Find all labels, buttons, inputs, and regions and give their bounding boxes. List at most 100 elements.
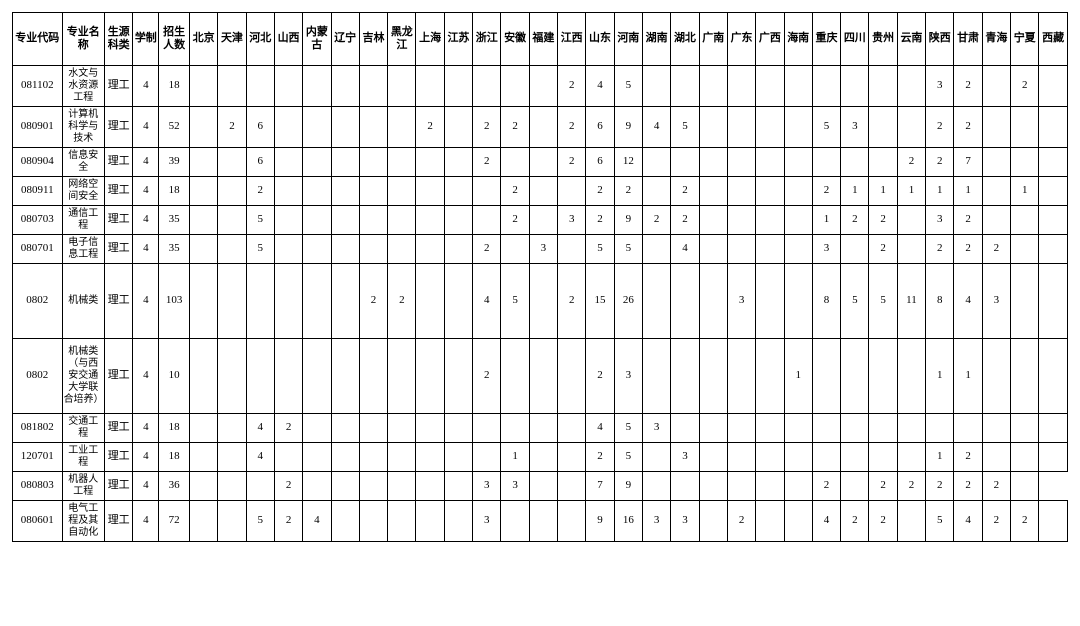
cell-province (189, 66, 217, 107)
cell-province (558, 235, 586, 264)
cell-province: 8 (812, 264, 840, 339)
cell-province (671, 472, 699, 501)
cell-category: 理工 (105, 339, 133, 414)
cell-province (331, 264, 359, 339)
cell-province (642, 472, 670, 501)
cell-province (784, 414, 812, 443)
cell-province (756, 206, 784, 235)
cell-province (246, 66, 274, 107)
cell-province (1011, 148, 1039, 177)
cell-province (444, 235, 472, 264)
cell-total: 39 (159, 148, 190, 177)
col-header: 上海 (416, 13, 444, 66)
cell-province (359, 501, 387, 542)
cell-province (416, 206, 444, 235)
col-header: 广西 (756, 13, 784, 66)
cell-province: 2 (897, 148, 925, 177)
cell-province (1011, 107, 1039, 148)
cell-province (982, 107, 1010, 148)
cell-province (671, 148, 699, 177)
cell-province (359, 206, 387, 235)
cell-province (812, 443, 840, 472)
cell-province (274, 235, 302, 264)
cell-province (189, 264, 217, 339)
cell-province (1011, 472, 1039, 501)
cell-province (756, 235, 784, 264)
cell-province (982, 177, 1010, 206)
cell-province: 5 (501, 264, 529, 339)
cell-province (841, 414, 869, 443)
cell-province (642, 339, 670, 414)
cell-name: 机器人工程 (62, 472, 104, 501)
cell-province (416, 264, 444, 339)
cell-province (982, 148, 1010, 177)
cell-province (303, 107, 331, 148)
cell-code: 080911 (13, 177, 63, 206)
cell-province: 5 (671, 107, 699, 148)
cell-province: 1 (841, 177, 869, 206)
cell-province (473, 414, 501, 443)
cell-province (529, 443, 557, 472)
cell-duration: 4 (133, 148, 159, 177)
col-header: 生源科类 (105, 13, 133, 66)
cell-code: 0802 (13, 264, 63, 339)
cell-duration: 4 (133, 264, 159, 339)
cell-code: 080703 (13, 206, 63, 235)
cell-category: 理工 (105, 177, 133, 206)
cell-total: 18 (159, 443, 190, 472)
cell-province: 3 (926, 66, 954, 107)
cell-province (388, 177, 416, 206)
cell-province: 5 (614, 235, 642, 264)
cell-province (218, 235, 246, 264)
cell-province: 5 (614, 414, 642, 443)
cell-province: 2 (954, 472, 982, 501)
cell-duration: 4 (133, 414, 159, 443)
cell-province (558, 414, 586, 443)
cell-province (982, 414, 1010, 443)
cell-province (303, 66, 331, 107)
col-header: 北京 (189, 13, 217, 66)
cell-province (331, 148, 359, 177)
table-row: 080901计算机科学与技术理工45226222269455322 (13, 107, 1068, 148)
cell-name: 网络空间安全 (62, 177, 104, 206)
cell-province (699, 264, 727, 339)
cell-province (331, 107, 359, 148)
cell-province: 16 (614, 501, 642, 542)
cell-province: 2 (586, 339, 614, 414)
table-row: 120701工业工程理工4184125312 (13, 443, 1068, 472)
cell-province (303, 264, 331, 339)
cell-duration: 4 (133, 177, 159, 206)
cell-province: 2 (926, 148, 954, 177)
cell-province: 2 (218, 107, 246, 148)
cell-province (388, 107, 416, 148)
cell-province: 2 (841, 501, 869, 542)
cell-category: 理工 (105, 66, 133, 107)
cell-province (841, 66, 869, 107)
cell-province: 3 (671, 443, 699, 472)
cell-province: 5 (812, 107, 840, 148)
cell-province: 2 (869, 501, 897, 542)
cell-province: 1 (1011, 177, 1039, 206)
cell-province (756, 107, 784, 148)
cell-province (473, 206, 501, 235)
cell-province: 2 (897, 472, 925, 501)
cell-province: 6 (586, 107, 614, 148)
cell-province: 9 (614, 472, 642, 501)
cell-province: 2 (473, 339, 501, 414)
cell-province (303, 206, 331, 235)
cell-province (1039, 148, 1068, 177)
cell-province (671, 414, 699, 443)
cell-name: 通信工程 (62, 206, 104, 235)
cell-province (274, 107, 302, 148)
cell-province (529, 501, 557, 542)
cell-province (642, 235, 670, 264)
cell-province: 2 (954, 107, 982, 148)
cell-province (444, 206, 472, 235)
cell-province (869, 148, 897, 177)
cell-province (1039, 339, 1068, 414)
cell-province (218, 66, 246, 107)
cell-name: 机械类（与西安交通大学联合培养） (62, 339, 104, 414)
cell-duration: 4 (133, 501, 159, 542)
cell-province: 1 (784, 339, 812, 414)
cell-province (529, 339, 557, 414)
